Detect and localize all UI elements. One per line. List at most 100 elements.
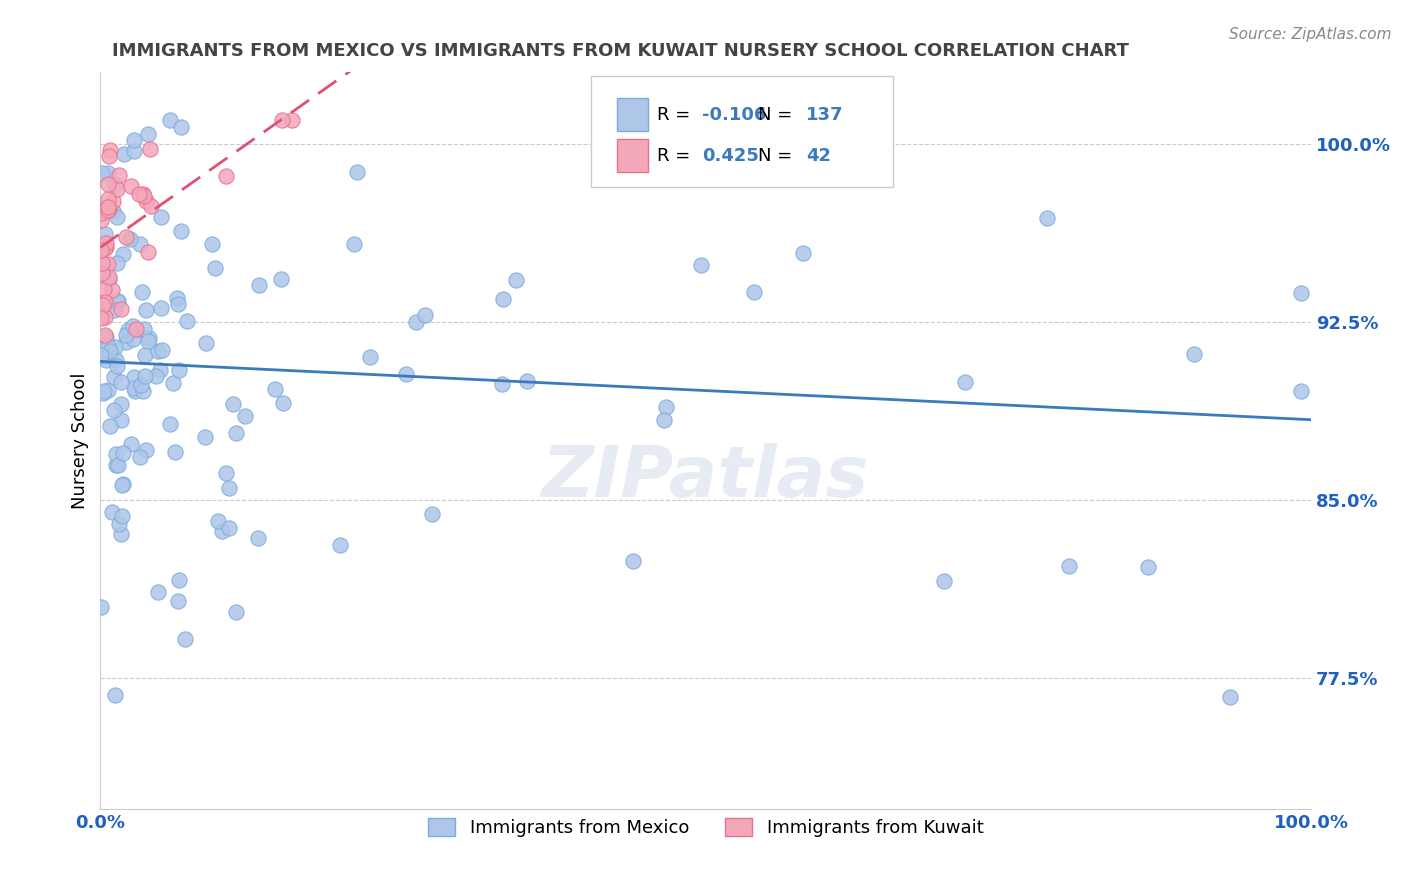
Point — [107, 458, 129, 472]
Point — [105, 359, 128, 373]
Point — [420, 507, 443, 521]
Point — [792, 245, 814, 260]
Point — [134, 348, 156, 362]
Point — [97, 257, 120, 271]
Point — [103, 370, 125, 384]
Point — [120, 231, 142, 245]
FancyBboxPatch shape — [591, 76, 893, 186]
Point — [93, 349, 115, 363]
Point — [114, 335, 136, 350]
Point — [112, 247, 135, 261]
Point — [148, 363, 170, 377]
Point — [90, 266, 112, 280]
Point — [270, 272, 292, 286]
Point — [218, 521, 240, 535]
Point — [132, 186, 155, 201]
Point — [111, 445, 134, 459]
Point — [90, 243, 112, 257]
Point — [129, 237, 152, 252]
Point — [90, 310, 112, 325]
Point — [111, 478, 134, 492]
Point — [1137, 560, 1160, 574]
Point — [97, 192, 120, 206]
Point — [1219, 690, 1241, 704]
Point — [215, 467, 238, 481]
Point — [149, 210, 172, 224]
Point — [98, 418, 121, 433]
Point — [104, 458, 127, 473]
Point — [139, 198, 162, 212]
Point — [90, 213, 112, 227]
Point — [107, 168, 129, 182]
Point — [174, 632, 197, 646]
Point — [169, 120, 191, 135]
Point — [98, 143, 121, 157]
Point — [128, 187, 150, 202]
Point — [1289, 286, 1312, 301]
Point — [138, 331, 160, 345]
Point — [139, 142, 162, 156]
Point — [145, 369, 167, 384]
Point — [94, 241, 117, 255]
Point — [104, 340, 127, 354]
Point — [96, 235, 118, 250]
Text: -0.106: -0.106 — [702, 106, 766, 124]
Point — [270, 112, 292, 127]
Point — [105, 447, 128, 461]
Point — [125, 322, 148, 336]
Text: N =: N = — [758, 146, 797, 165]
Point — [93, 310, 115, 325]
Point — [167, 594, 190, 608]
Point — [112, 147, 135, 161]
Point — [101, 204, 124, 219]
Point — [146, 584, 169, 599]
Text: R =: R = — [658, 146, 696, 165]
Point — [225, 425, 247, 440]
Text: ZIPatlas: ZIPatlas — [543, 443, 869, 512]
Point — [129, 378, 152, 392]
Point — [98, 149, 121, 163]
Point — [97, 200, 120, 214]
Point — [132, 322, 155, 336]
Point — [108, 517, 131, 532]
Point — [159, 112, 181, 127]
Point — [105, 256, 128, 270]
Point — [654, 401, 676, 415]
Point — [114, 328, 136, 343]
Text: 42: 42 — [806, 146, 831, 165]
Point — [96, 330, 118, 344]
Point — [395, 367, 418, 381]
Point — [103, 303, 125, 318]
Point — [110, 413, 132, 427]
Point — [167, 297, 190, 311]
Point — [150, 301, 173, 316]
Point — [103, 178, 125, 192]
Point — [359, 350, 381, 364]
Text: 0.425: 0.425 — [702, 146, 759, 165]
Point — [97, 202, 120, 217]
Point — [159, 417, 181, 431]
Point — [516, 374, 538, 388]
Point — [165, 444, 187, 458]
Point — [207, 514, 229, 528]
Point — [247, 278, 270, 293]
Point — [117, 323, 139, 337]
Point — [98, 272, 121, 286]
Point — [343, 236, 366, 251]
Point — [194, 429, 217, 443]
Point — [134, 368, 156, 383]
Point — [96, 240, 118, 254]
Point — [97, 338, 120, 352]
Point — [97, 166, 120, 180]
Point — [218, 481, 240, 495]
Point — [93, 301, 115, 316]
Legend: Immigrants from Mexico, Immigrants from Kuwait: Immigrants from Mexico, Immigrants from … — [420, 811, 991, 845]
Point — [121, 332, 143, 346]
Point — [97, 202, 120, 217]
Point — [124, 323, 146, 337]
FancyBboxPatch shape — [617, 98, 648, 131]
Point — [122, 370, 145, 384]
Point — [89, 204, 111, 219]
Point — [97, 270, 120, 285]
Point — [97, 199, 120, 213]
